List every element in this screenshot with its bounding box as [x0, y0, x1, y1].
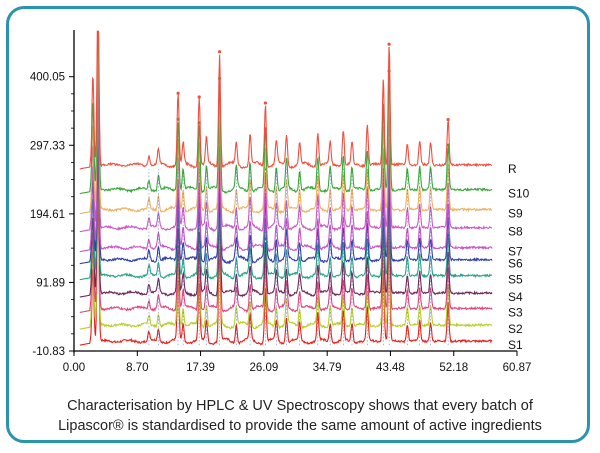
peak-marker [218, 50, 222, 54]
series-line-s1 [79, 194, 493, 346]
series-line-r [79, 30, 493, 170]
y-tick-label: 400.05 [30, 72, 65, 84]
chromatogram-lines [79, 30, 493, 346]
x-tick-label: 8.70 [126, 362, 148, 374]
x-tick-label: 17.39 [186, 362, 215, 374]
chart-axes: 0.00 8.70 17.39 26.09 34.79 43.48 52.18 60.87 -1… [30, 30, 532, 374]
peak-marker [387, 42, 391, 46]
series-line-s2 [79, 174, 493, 330]
y-tick-label: 91.89 [36, 277, 65, 289]
x-tick-label: 34.79 [313, 362, 342, 374]
series-label-s2: S2 [508, 322, 523, 336]
series-line-s8 [79, 58, 493, 233]
series-line-s9 [79, 35, 493, 215]
caption-line-1: Characterisation by HPLC & UV Spectrosco… [67, 398, 533, 414]
series-line-s7 [79, 81, 493, 253]
series-line-s5 [79, 115, 492, 281]
series-label-s4: S4 [508, 290, 523, 304]
figure-frame [6, 6, 590, 443]
x-tick-label: 43.48 [376, 362, 405, 374]
series-label-s7: S7 [508, 245, 523, 259]
peak-marker [197, 95, 201, 99]
x-tick-label: 60.87 [503, 362, 532, 374]
series-line-s3 [79, 155, 493, 314]
series-label-s3: S3 [508, 305, 523, 319]
x-tick-label: 0.00 [63, 362, 85, 374]
x-tick-label: 52.18 [439, 362, 468, 374]
series-label-s9: S9 [508, 207, 523, 221]
series-label-r: R [508, 162, 517, 176]
series-label-s8: S8 [508, 225, 523, 239]
series-line-s4 [79, 136, 493, 298]
series-label-s5: S5 [508, 273, 523, 287]
series-label-s10: S10 [508, 187, 530, 201]
series-label-s6: S6 [508, 257, 523, 271]
caption-line-2: Lipascor® is standardised to provide the… [58, 418, 542, 434]
y-tick-label: -10.83 [32, 346, 65, 358]
y-tick-label: 194.61 [30, 209, 65, 221]
x-tick-label: 26.09 [249, 362, 278, 374]
series-label-s1: S1 [508, 338, 523, 352]
peak-marker [263, 101, 267, 105]
series-line-s6 [79, 96, 493, 265]
peak-marker [176, 91, 180, 95]
y-tick-label: 297.33 [30, 140, 65, 152]
series-line-s10 [79, 30, 493, 195]
figure-caption: Characterisation by HPLC & UV Spectrosco… [30, 396, 570, 436]
peak-marker [446, 118, 450, 122]
